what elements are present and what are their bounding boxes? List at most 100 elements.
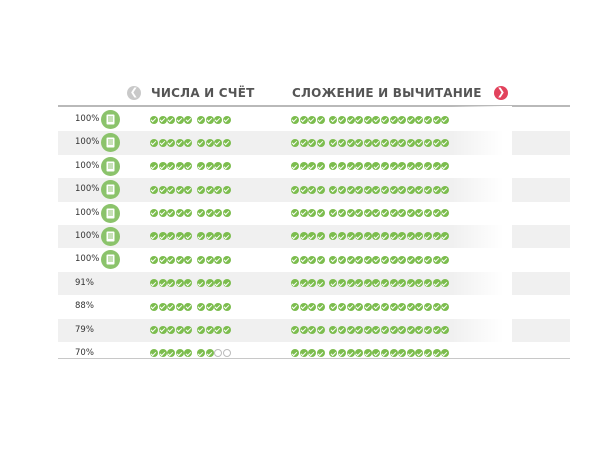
addition-progress [291,225,454,248]
table-row[interactable]: 100% [58,248,570,271]
check-icon [214,162,223,171]
check-icon [389,349,398,358]
check-icon [196,349,205,358]
empty-circle-icon [214,349,223,358]
check-icon [389,115,398,124]
check-icon [167,115,176,124]
check-icon [363,279,372,288]
table-row[interactable]: 91% [58,271,570,296]
table-row[interactable]: 70% [58,342,570,365]
check-icon [196,138,205,147]
check-icon [415,138,424,147]
check-icon [214,232,223,241]
row-percent: 79% [75,324,94,335]
check-icon [150,279,158,288]
row-percent: 100% [75,114,100,124]
check-icon [196,162,205,171]
report-icon[interactable] [101,203,120,223]
check-icon [441,302,450,311]
addition-progress [291,155,454,178]
check-icon [398,255,407,264]
check-icon [380,209,389,218]
check-icon [398,162,407,171]
check-icon [406,115,415,124]
check-icon [363,185,372,194]
check-icon [432,349,441,358]
addition-progress [291,319,454,342]
check-icon [308,279,317,288]
check-icon [308,302,317,311]
numbers-progress [150,155,235,178]
table-row[interactable]: 100% [58,108,570,131]
report-icon[interactable] [101,250,120,270]
check-icon [214,138,223,147]
check-icon [184,255,193,264]
report-icon[interactable] [101,180,120,200]
table-row[interactable]: 100% [58,202,570,225]
check-icon [337,115,346,124]
check-icon [389,162,398,171]
check-icon [380,138,389,147]
check-icon [389,255,398,264]
check-icon [355,326,364,335]
numbers-progress [150,248,235,271]
check-icon [222,209,231,218]
check-icon [158,162,167,171]
check-icon [423,138,432,147]
next-section-button[interactable]: ❯ [494,86,508,100]
check-icon [355,302,364,311]
check-icon [158,185,167,194]
check-icon [291,232,299,241]
table-row[interactable]: 100% [58,155,570,178]
check-icon [380,115,389,124]
numbers-progress [150,295,235,318]
check-icon [158,138,167,147]
report-icon[interactable] [101,133,120,153]
check-icon [432,232,441,241]
check-icon [423,302,432,311]
check-icon [167,138,176,147]
report-icon[interactable] [101,156,120,176]
check-icon [299,302,308,311]
check-icon [167,302,176,311]
check-icon [389,279,398,288]
addition-progress [291,248,454,271]
check-icon [175,349,184,358]
table-row[interactable]: 79% [58,318,570,342]
check-icon [150,185,158,194]
check-icon [196,326,205,335]
check-icon [316,302,325,311]
check-icon [316,185,325,194]
check-icon [222,138,231,147]
check-icon [355,232,364,241]
addition-progress [291,202,454,225]
table-row[interactable]: 88% [58,295,570,318]
check-icon [432,138,441,147]
check-icon [308,138,317,147]
check-icon [299,326,308,335]
check-icon [329,138,338,147]
check-icon [316,209,325,218]
check-icon [372,302,381,311]
prev-section-button[interactable]: ❮ [127,86,141,100]
check-icon [346,279,355,288]
check-icon [372,349,381,358]
check-icon [346,302,355,311]
report-icon[interactable] [101,110,120,129]
check-icon [214,326,223,335]
check-icon [329,279,338,288]
table-bottom-divider [58,358,570,359]
table-row[interactable]: 100% [58,224,570,249]
check-icon [363,255,372,264]
check-icon [406,162,415,171]
check-icon [441,279,450,288]
column-title-addition: СЛОЖЕНИЕ И ВЫЧИТАНИЕ [292,86,482,100]
check-icon [175,302,184,311]
check-icon [222,255,231,264]
check-icon [380,162,389,171]
report-icon[interactable] [101,226,120,246]
check-icon [355,349,364,358]
table-row[interactable]: 100% [58,178,570,202]
check-icon [150,209,158,218]
table-row[interactable]: 100% [58,131,570,155]
